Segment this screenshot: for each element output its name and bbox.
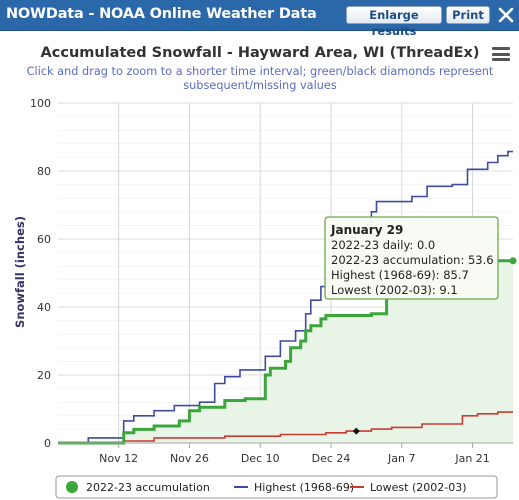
legend: 2022-23 accumulation Highest (1968-69) L… <box>55 475 498 499</box>
y-tick-label: 80 <box>37 165 51 178</box>
legend-box <box>55 475 498 499</box>
legend-item-lowest[interactable]: Lowest (2002-03) <box>350 481 467 494</box>
legend-label-lowest[interactable]: Lowest (2002-03) <box>370 481 467 494</box>
x-tick-label: Nov 12 <box>99 452 138 465</box>
chart-subtitle-line-1: Click and drag to zoom to a shorter time… <box>27 65 494 78</box>
tooltip-box <box>324 216 499 300</box>
chart-title: Accumulated Snowfall - Hayward Area, WI … <box>41 45 480 61</box>
tooltip: January 29 2022-23 daily: 0.0 2022-23 ac… <box>324 216 499 300</box>
close-icon[interactable] <box>496 4 516 26</box>
snowfall-chart[interactable]: Accumulated Snowfall - Hayward Area, WI … <box>0 31 519 500</box>
y-tick-label: 0 <box>44 437 51 450</box>
y-axis-label: Snowfall (inches) <box>13 216 27 328</box>
x-axis: Nov 12 Nov 26 Dec 10 Dec 24 Jan 7 Jan 21 <box>99 443 490 465</box>
enlarge-results-button[interactable]: Enlarge results <box>346 6 442 38</box>
legend-label-highest[interactable]: Highest (1968-69) <box>254 481 354 494</box>
x-tick-label: Dec 24 <box>312 452 351 465</box>
legend-item-2022-23[interactable]: 2022-23 accumulation <box>66 481 210 494</box>
legend-item-highest[interactable]: Highest (1968-69) <box>234 481 354 494</box>
y-tick-label: 20 <box>37 369 51 382</box>
tooltip-line-daily: 2022-23 daily: 0.0 <box>331 238 435 252</box>
x-tick-label: Nov 26 <box>170 452 209 465</box>
series-point-2022-23-last[interactable] <box>509 257 517 265</box>
legend-label-2022-23[interactable]: 2022-23 accumulation <box>86 481 210 494</box>
missing-value-diamond[interactable] <box>352 427 360 435</box>
y-tick-label: 100 <box>30 97 51 110</box>
print-button[interactable]: Print <box>446 6 490 24</box>
app-title: NOWData - NOAA Online Weather Data <box>6 6 317 22</box>
y-tick-label: 40 <box>37 301 51 314</box>
window-titlebar: NOWData - NOAA Online Weather Data Enlar… <box>0 0 519 38</box>
tooltip-line-lowest: Lowest (2002-03): 9.1 <box>331 283 458 297</box>
hamburger-menu-icon[interactable] <box>492 47 510 61</box>
y-axis: 0 20 40 60 80 100 <box>30 97 51 450</box>
x-tick-label: Jan 7 <box>387 452 415 465</box>
tooltip-title: January 29 <box>330 223 403 237</box>
legend-symbol-2022-23 <box>66 481 78 493</box>
tooltip-line-accumulation: 2022-23 accumulation: 53.6 <box>331 253 494 267</box>
x-tick-label: Jan 21 <box>454 452 489 465</box>
x-tick-label: Dec 10 <box>241 452 280 465</box>
y-tick-label: 60 <box>37 233 51 246</box>
series-area-2022-23 <box>58 260 513 443</box>
chart-subtitle-line-2: subsequent/missing values <box>183 79 337 92</box>
tooltip-line-highest: Highest (1968-69): 85.7 <box>331 268 469 282</box>
